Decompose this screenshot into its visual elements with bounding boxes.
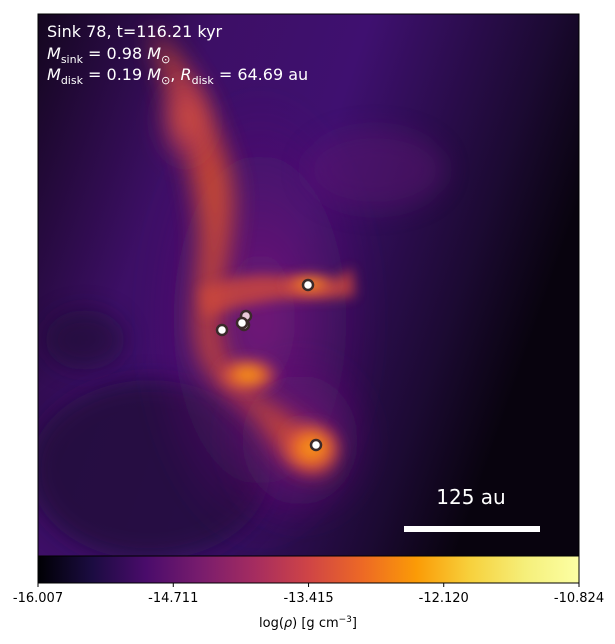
colorbar-tick-label: -14.711 (148, 591, 198, 606)
colorbar-label: log(ρ) [g cm−3] (259, 615, 357, 631)
colorbar-ticks: -16.007 -14.711 -13.415 -12.120 -10.824 (13, 583, 604, 606)
colorbar-tick-label: -12.120 (419, 591, 469, 606)
colorbar-tick-label: -13.415 (283, 591, 333, 606)
scale-bar-label: 125 au (436, 485, 505, 509)
colorbar-tick-label: -10.824 (554, 591, 604, 606)
density-map (38, 14, 579, 556)
sink-upper-right (301, 278, 315, 292)
annotation-line-2: Msink = 0.98 M⊙ (47, 44, 170, 66)
scale-bar-line (404, 526, 540, 532)
annotation: Sink 78, t=116.21 kyr Msink = 0.98 M⊙ Md… (47, 22, 308, 87)
colorbar-tick-label: -16.007 (13, 591, 63, 606)
annotation-line-1: Sink 78, t=116.21 kyr (47, 22, 223, 41)
colorbar-gradient (37, 555, 580, 584)
annotation-line-3: Mdisk = 0.19 M⊙, Rdisk = 64.69 au (47, 65, 308, 87)
scale-bar: 125 au (404, 485, 540, 532)
sink-center-c (235, 316, 249, 330)
sink-left (215, 323, 229, 337)
sink-particles (215, 278, 323, 452)
sink-lower (309, 438, 323, 452)
colorbar: -16.007 -14.711 -13.415 -12.120 -10.824 log(… (13, 555, 604, 631)
